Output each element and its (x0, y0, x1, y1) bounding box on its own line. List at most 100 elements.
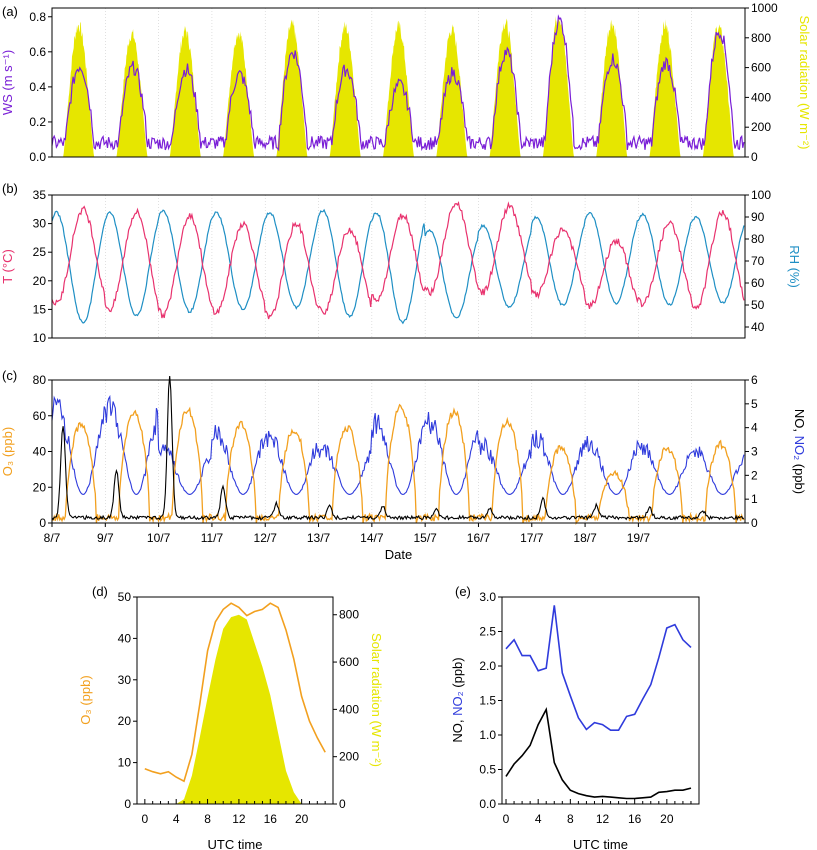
o3-axis-label: O₃ (ppb) (0, 427, 15, 476)
x-axis-label: Date (385, 547, 412, 562)
right-axis-tick-label: 60 (751, 276, 765, 290)
solar-area (144, 614, 326, 804)
right-axis-tick-label: 600 (339, 655, 359, 669)
solar-area-day (542, 16, 574, 157)
nox-axis-label-part: NO₂ (450, 691, 465, 716)
x-axis-tick-label: 8 (204, 812, 211, 826)
panel-d: (d) 0 10 20 30 40 50 0 200 400 600 800 0 4 8 12 16 20 UTC… (78, 584, 384, 850)
solar-area-day (596, 19, 628, 157)
x-axis-tick-label: 20 (295, 812, 309, 826)
nox-axis-label: NO, NO₂ (ppb) (450, 657, 465, 742)
nox-axis-label-part: NO₂ (792, 436, 807, 461)
left-axis-tick-label: 15 (33, 302, 47, 316)
right-axis-tick-label: 0 (751, 516, 758, 530)
solar-area-day (116, 29, 148, 157)
x-axis-tick-label: 14/7 (360, 531, 384, 545)
solar-area-day (489, 18, 521, 157)
left-axis-tick-label: 3.0 (479, 590, 496, 604)
left-axis-tick-label: 80 (33, 373, 47, 387)
right-axis-tick-label: 800 (751, 31, 771, 45)
panel-a-frame (51, 7, 746, 158)
panel-b: (b) 10 15 20 25 30 35 40 50 60 70 80 90 100 T (°C) RH … (0, 181, 802, 345)
left-axis-tick-label: 50 (118, 590, 132, 604)
o3-axis-label: O₃ (ppb) (78, 675, 93, 724)
left-axis-tick-label: 35 (33, 188, 47, 202)
right-axis-tick-label: 1 (751, 492, 758, 506)
x-axis-label: UTC time (573, 837, 628, 850)
right-axis-tick-label: 200 (339, 750, 359, 764)
left-axis-tick-label: 40 (33, 445, 47, 459)
panel-label-c: (c) (2, 368, 17, 383)
x-axis-tick-label: 19/7 (627, 531, 651, 545)
o3-mean-line (144, 602, 326, 783)
left-axis-tick-label: 10 (118, 756, 132, 770)
solar-axis-label: Solar radiation (W m⁻²) (797, 16, 812, 150)
x-axis-tick-label: 4 (535, 812, 542, 826)
ws-axis-label: WS (m s⁻¹) (0, 50, 15, 115)
panel-b-frame (51, 194, 746, 339)
ws-line (51, 14, 745, 152)
x-axis-tick-label: 17/7 (520, 531, 544, 545)
left-axis-tick-label: 25 (33, 245, 47, 259)
o3-line (52, 403, 745, 526)
solar-area-day (223, 31, 255, 157)
left-axis-tick-label: 30 (33, 217, 47, 231)
solar-area-day (276, 19, 308, 157)
temp-line (51, 200, 745, 320)
left-axis-tick-label: 60 (33, 409, 47, 423)
panel-label-e: (e) (455, 584, 471, 599)
left-axis-tick-label: 0.4 (29, 80, 46, 94)
solar-area-day (329, 21, 361, 157)
right-axis-tick-label: 100 (751, 188, 771, 202)
left-axis-tick-label: 0.6 (29, 45, 46, 59)
right-axis-tick-label: 90 (751, 210, 765, 224)
x-axis-tick-label: 18/7 (573, 531, 597, 545)
left-axis-tick-label: 0.5 (479, 763, 496, 777)
x-axis-tick-label: 13/7 (307, 531, 331, 545)
left-axis-tick-label: 1.5 (479, 694, 496, 708)
right-axis-tick-label: 400 (339, 702, 359, 716)
x-axis-tick-label: 8/7 (44, 531, 61, 545)
x-axis-tick-label: 16 (628, 812, 642, 826)
right-axis-tick-label: 3 (751, 445, 758, 459)
right-axis-tick-label: 0 (339, 797, 346, 811)
right-axis-tick-label: 80 (751, 232, 765, 246)
panel-label-d: (d) (92, 584, 108, 599)
right-axis-tick-label: 600 (751, 61, 771, 75)
x-axis-tick-label: 15/7 (413, 531, 437, 545)
x-axis-tick-label: 16 (264, 812, 278, 826)
x-axis-tick-label: 10/7 (147, 531, 171, 545)
solar-axis-label: Solar radiation (W m⁻²) (369, 633, 384, 767)
left-axis-tick-label: 2.5 (479, 625, 496, 639)
panel-a: (a) 0.0 0.2 0.4 0.6 0.8 0 200 400 600 800 1000 WS (… (0, 1, 812, 164)
left-axis-tick-label: 20 (118, 714, 132, 728)
left-axis-tick-label: 20 (33, 274, 47, 288)
left-axis-tick-label: 2.0 (479, 659, 496, 673)
x-axis-tick-label: 12 (232, 812, 246, 826)
panel-d-frame (136, 596, 334, 805)
left-axis-tick-label: 0 (124, 797, 131, 811)
x-axis-tick-label: 11/7 (201, 531, 224, 545)
x-axis-tick-label: 12 (596, 812, 610, 826)
right-axis-tick-label: 70 (751, 254, 765, 268)
right-axis-tick-label: 1000 (751, 1, 778, 15)
solar-area-day (702, 24, 734, 157)
x-axis-tick-label: 0 (141, 812, 148, 826)
x-axis-tick-label: 0 (503, 812, 510, 826)
x-axis-tick-label: 8 (567, 812, 574, 826)
solar-area-day (649, 19, 681, 158)
x-axis-tick-label: 4 (173, 812, 180, 826)
right-axis-tick-label: 0 (751, 150, 758, 164)
right-axis-tick-label: 400 (751, 90, 771, 104)
x-axis-tick-label: 9/7 (97, 531, 114, 545)
solar-area-day (436, 24, 468, 158)
solar-area-day (63, 21, 95, 158)
x-axis-tick-label: 12/7 (254, 531, 278, 545)
left-axis-tick-label: 0.0 (479, 797, 496, 811)
panel-c: (c) 0 20 40 60 80 0 1 2 3 4 5 6 8/7 9/7 10/7 11/7 12/7 13… (0, 368, 807, 562)
right-axis-tick-label: 50 (751, 298, 765, 312)
no-mean-line (505, 706, 692, 800)
nox-axis-label: NO, NO₂ (ppb) (792, 409, 807, 494)
no-line (51, 375, 745, 521)
